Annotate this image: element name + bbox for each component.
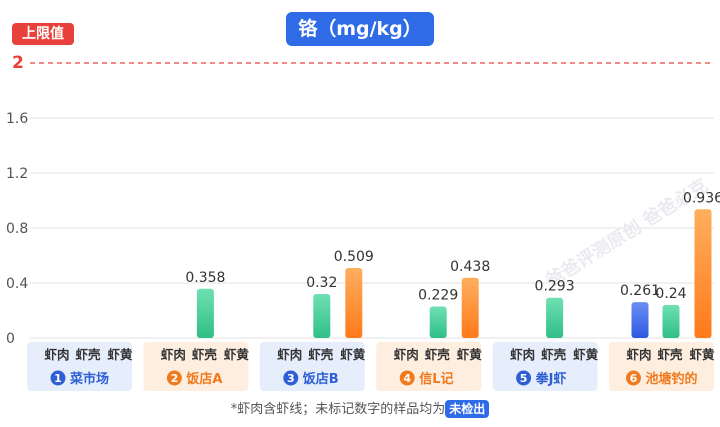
- group-number: 5: [520, 372, 528, 385]
- y-tick-label: 1.2: [6, 166, 28, 182]
- bar-value-label: 0.24: [655, 286, 686, 302]
- x-sub-label: 虾肉: [161, 347, 186, 362]
- bar-value-label: 0.229: [418, 288, 458, 304]
- group-number-badge: [166, 370, 182, 386]
- limit-badge: 上限值: [12, 23, 74, 45]
- bar-value-label: 0.509: [334, 249, 374, 265]
- bar: [345, 268, 363, 338]
- x-sub-label: 虾黄: [689, 347, 715, 362]
- x-sub-label: 虾壳: [308, 347, 334, 362]
- group-number-badge: [283, 370, 299, 386]
- bar-value-label: 0.32: [306, 275, 337, 291]
- limit-value-label: 2: [12, 53, 24, 73]
- x-sub-label: 虾黄: [340, 347, 366, 362]
- bar: [694, 209, 712, 338]
- y-tick-label: 0: [6, 331, 15, 347]
- y-tick-label: 1.6: [6, 111, 28, 127]
- footnote-text: *虾肉含虾线；未标记数字的样品均为: [230, 402, 446, 417]
- bar-value-label: 0.358: [185, 270, 225, 286]
- x-sub-label: 虾壳: [192, 347, 218, 362]
- x-sub-label: 虾壳: [75, 347, 101, 362]
- group-name: 拳J虾: [535, 371, 567, 387]
- bar-value-label: 0.438: [450, 259, 490, 275]
- group-number: 4: [403, 372, 411, 385]
- x-sub-label: 虾肉: [394, 347, 419, 362]
- y-tick-label: 0.4: [6, 276, 28, 292]
- group-name: 池塘钓的: [646, 371, 698, 387]
- group-number-badge: [50, 370, 66, 386]
- bar-value-label: 0.293: [535, 279, 575, 295]
- group-number-badge: [516, 370, 532, 386]
- group-number-badge: [399, 370, 415, 386]
- x-sub-label: 虾黄: [573, 347, 599, 362]
- group-name: 饭店A: [185, 371, 222, 387]
- bar: [546, 297, 564, 338]
- x-sub-label: 虾肉: [277, 347, 302, 362]
- group-number: 6: [630, 372, 638, 385]
- x-sub-label: 虾黄: [107, 347, 133, 362]
- bar-value-label: 0.261: [620, 283, 660, 299]
- x-sub-label: 虾黄: [457, 347, 483, 362]
- group-name: 饭店B: [302, 371, 339, 387]
- group-number: 3: [287, 372, 295, 385]
- bar: [196, 288, 214, 338]
- bar: [631, 302, 649, 338]
- group-number: 2: [171, 372, 179, 385]
- group-name: 菜市场: [69, 371, 109, 387]
- group-name: 信L记: [419, 371, 453, 387]
- bar: [313, 294, 331, 338]
- bar: [461, 277, 479, 338]
- x-sub-label: 虾肉: [44, 347, 69, 362]
- chart-title: 铬（mg/kg）: [286, 12, 434, 46]
- bar-value-label: 0.936: [683, 190, 720, 206]
- x-sub-label: 虾壳: [425, 347, 451, 362]
- bar: [662, 305, 680, 338]
- x-sub-label: 虾肉: [510, 347, 535, 362]
- not-detected-badge: 未检出: [445, 400, 490, 418]
- x-sub-label: 虾肉: [626, 347, 651, 362]
- x-sub-label: 虾壳: [541, 347, 567, 362]
- x-sub-label: 虾壳: [657, 347, 683, 362]
- group-number-badge: [626, 370, 641, 386]
- footnote: *虾肉含虾线；未标记数字的样品均为 未检出: [0, 398, 720, 418]
- bar: [429, 306, 447, 338]
- y-tick-label: 0.8: [6, 221, 28, 237]
- group-number: 1: [54, 372, 62, 385]
- x-sub-label: 虾黄: [224, 347, 250, 362]
